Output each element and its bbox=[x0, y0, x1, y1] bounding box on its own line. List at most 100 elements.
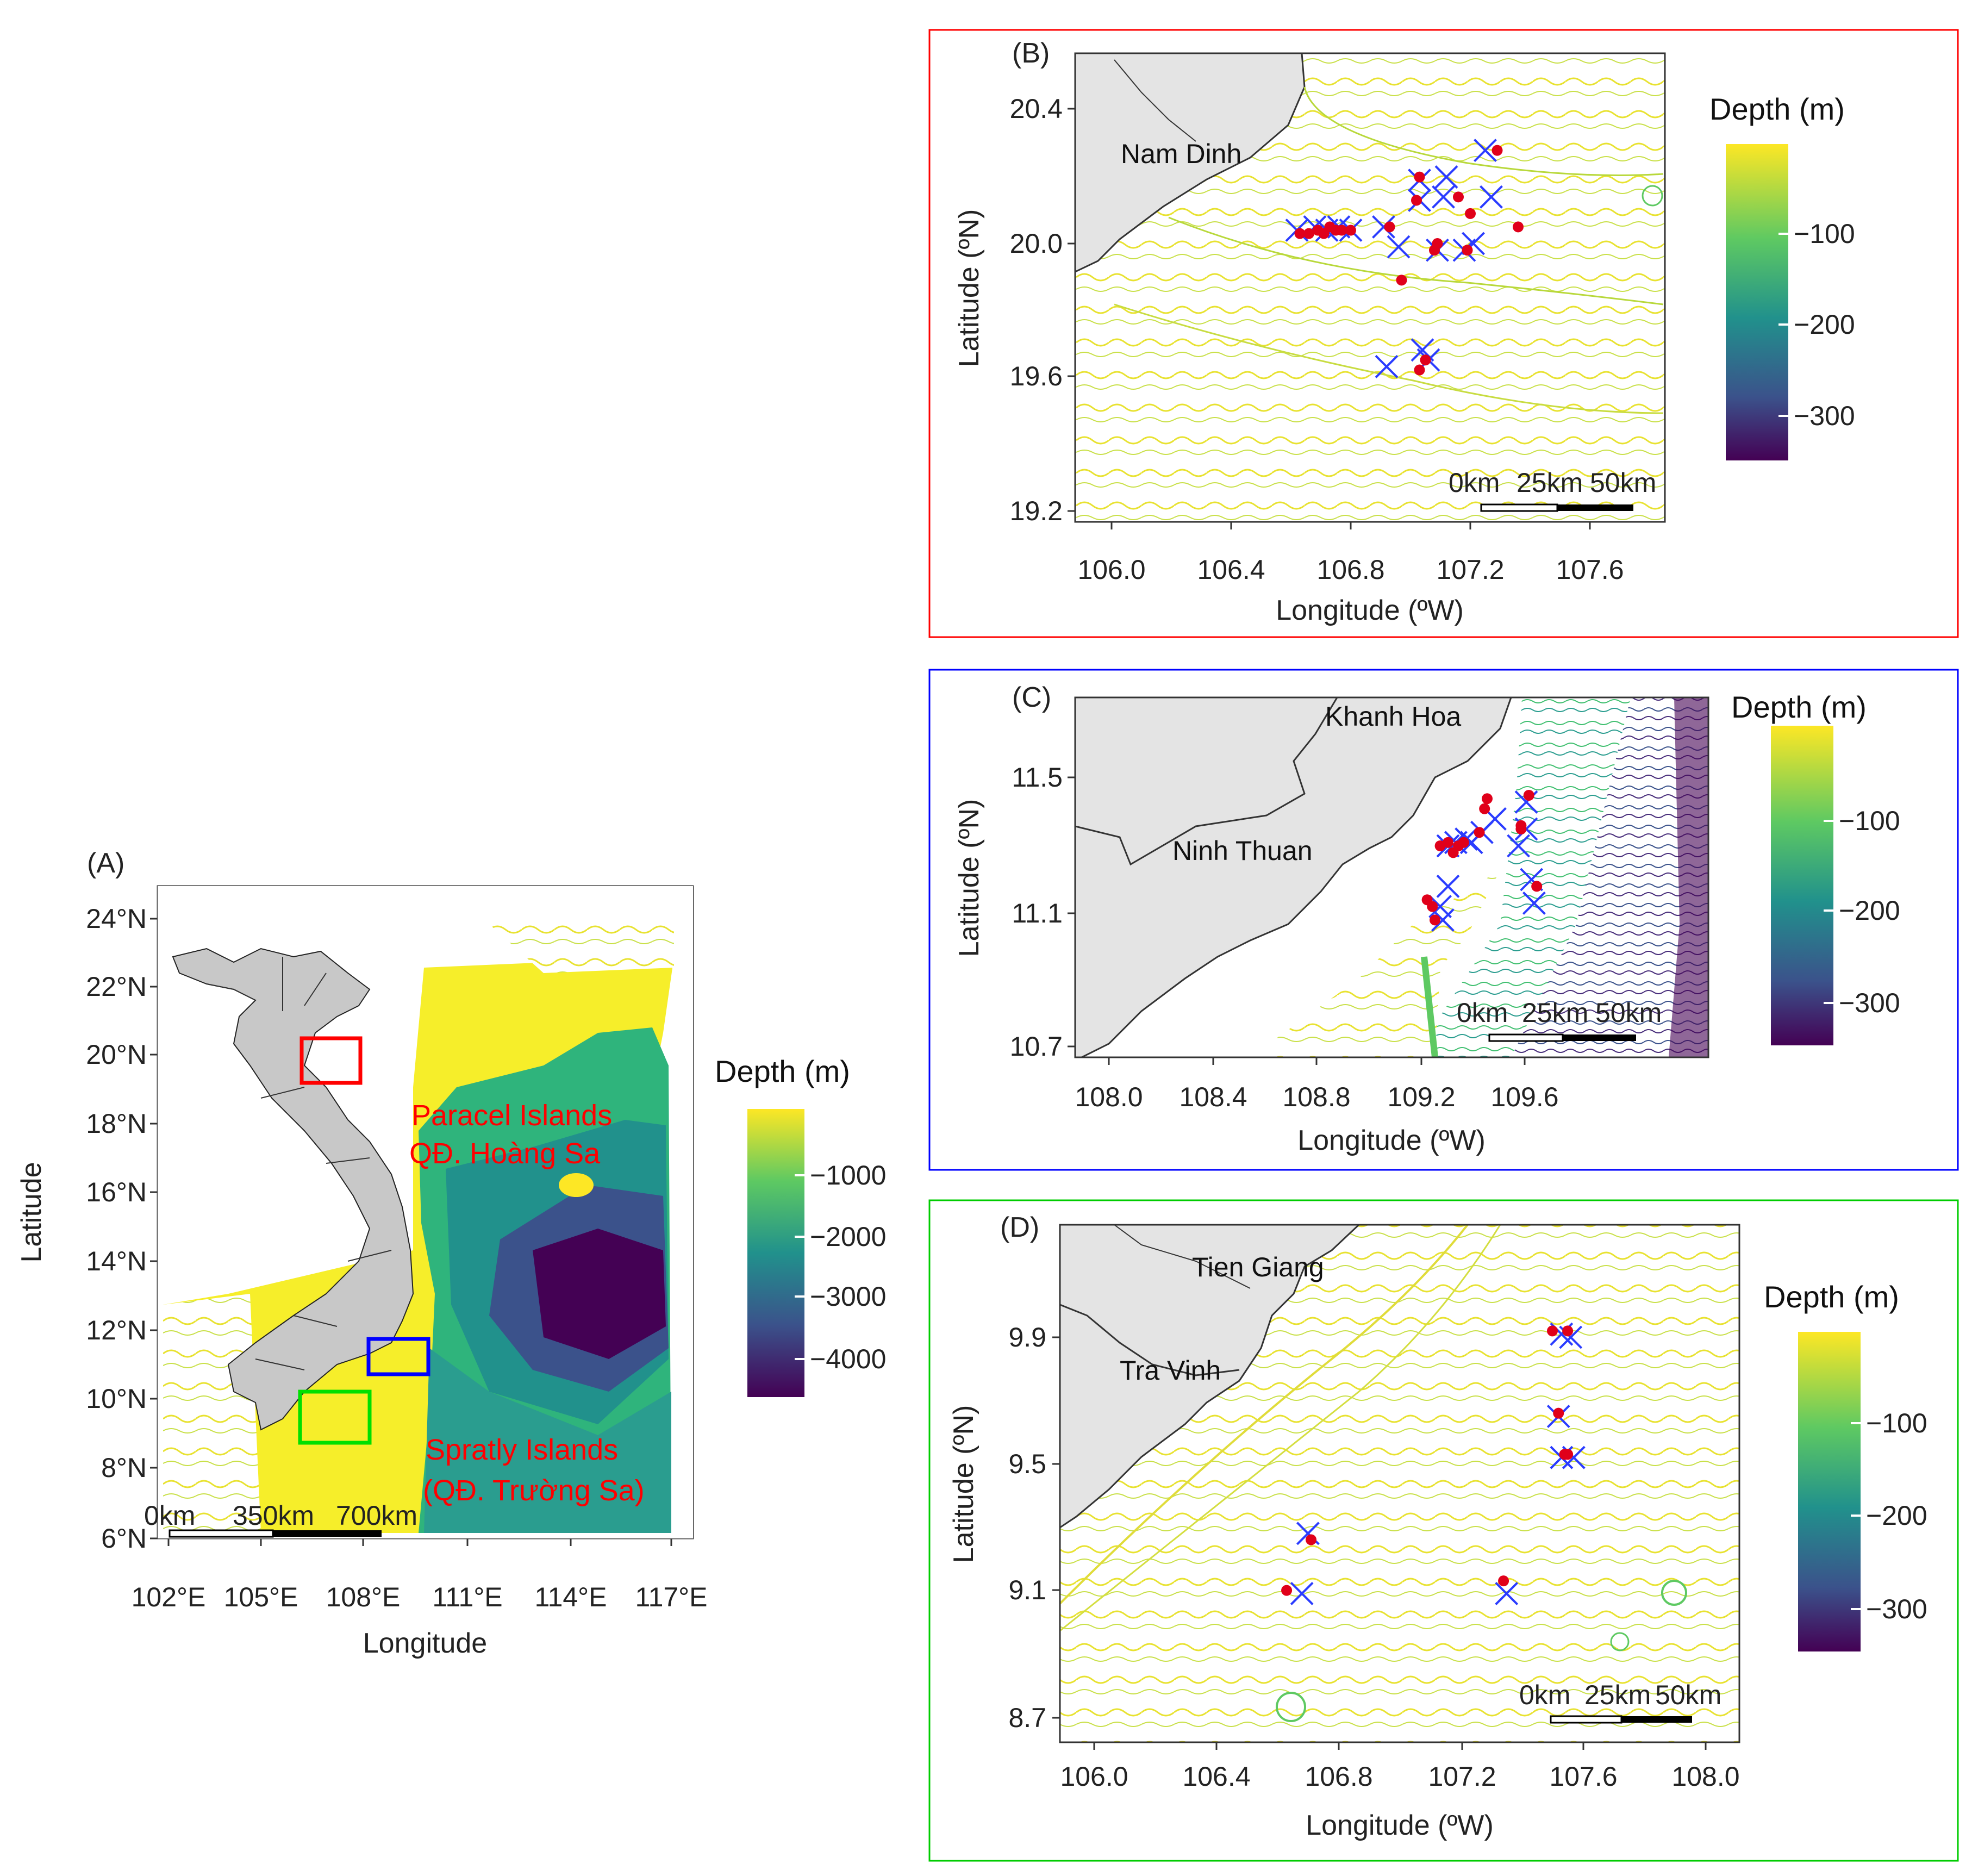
observed-point bbox=[1474, 827, 1485, 838]
study-box-b bbox=[299, 1036, 363, 1085]
panel-b-ylabel: Latitude (ºN) bbox=[953, 209, 985, 367]
observed-point bbox=[1303, 228, 1314, 239]
legend-tick-label: −100 bbox=[1839, 806, 1900, 836]
legend-tick-label: −4000 bbox=[810, 1344, 886, 1374]
observed-point bbox=[1492, 145, 1503, 156]
svg-text:25km: 25km bbox=[1522, 998, 1588, 1028]
panel-b-map bbox=[1075, 53, 1665, 522]
x-tick-label: 107.6 bbox=[1556, 554, 1624, 585]
panel-c-legend: Depth (m) −100 −200 −300 bbox=[1731, 690, 1900, 1045]
observed-point bbox=[1547, 1325, 1558, 1337]
observed-point bbox=[1462, 245, 1473, 256]
observed-point bbox=[1498, 1575, 1509, 1587]
x-tick-label: 106.4 bbox=[1182, 1761, 1250, 1792]
panel-c-legend-title: Depth (m) bbox=[1731, 690, 1867, 724]
panel-c-frame bbox=[928, 669, 1959, 1171]
svg-text:25km: 25km bbox=[1584, 1680, 1651, 1710]
y-tick-label: 16°N bbox=[86, 1177, 147, 1207]
place-tra-vinh: Tra Vinh bbox=[1120, 1355, 1221, 1386]
x-tick-label: 105°E bbox=[224, 1582, 298, 1612]
x-tick-label: 102°E bbox=[132, 1582, 206, 1612]
panel-c-map bbox=[1075, 697, 1708, 1057]
svg-text:50km: 50km bbox=[1590, 468, 1656, 498]
x-tick-label: 106.0 bbox=[1077, 554, 1145, 585]
predicted-point bbox=[1522, 891, 1546, 915]
legend-tick-label: −300 bbox=[1794, 401, 1855, 431]
panel-b: (B) Nam Dinh 0km 25km 50km Longitude (ºW… bbox=[953, 38, 1855, 626]
observed-point bbox=[1294, 228, 1306, 239]
x-tick-label: 108.0 bbox=[1671, 1761, 1739, 1792]
x-tick-label: 106.8 bbox=[1316, 554, 1384, 585]
x-tick-label: 117°E bbox=[635, 1582, 707, 1612]
svg-text:350km: 350km bbox=[233, 1500, 314, 1531]
panel-b-y-ticks: 20.4 20.0 19.6 19.2 bbox=[1010, 94, 1075, 526]
svg-text:50km: 50km bbox=[1655, 1680, 1721, 1710]
panel-a: (A) Paracel Islands QĐ. Hoàng Sa Sp bbox=[16, 847, 886, 1659]
observed-point bbox=[1411, 195, 1422, 206]
x-tick-label: 107.6 bbox=[1549, 1761, 1617, 1792]
x-tick-label: 108°E bbox=[326, 1582, 401, 1612]
y-tick-label: 10.7 bbox=[1010, 1031, 1063, 1062]
y-tick-label: 20°N bbox=[86, 1039, 147, 1070]
y-tick-label: 11.5 bbox=[1012, 762, 1063, 793]
y-tick-label: 9.1 bbox=[1008, 1575, 1046, 1605]
y-tick-label: 10°N bbox=[86, 1383, 147, 1414]
observed-point bbox=[1414, 364, 1425, 376]
predicted-point bbox=[1431, 908, 1455, 932]
y-tick-label: 19.2 bbox=[1010, 496, 1063, 526]
y-tick-label: 9.9 bbox=[1008, 1322, 1046, 1353]
panel-d-scalebar: 0km 25km 50km bbox=[1519, 1680, 1721, 1724]
x-tick-label: 114°E bbox=[534, 1582, 607, 1612]
observed-point bbox=[1562, 1325, 1574, 1337]
panel-c-y-ticks: 11.5 11.1 10.7 bbox=[1010, 762, 1075, 1062]
y-tick-label: 12°N bbox=[86, 1315, 147, 1345]
x-tick-label: 108.8 bbox=[1282, 1082, 1350, 1112]
predicted-point bbox=[1436, 874, 1460, 898]
panel-d: (D) Tien Giang Tra Vinh 0km 25km 50km Lo… bbox=[948, 1212, 1927, 1841]
svg-text:0km: 0km bbox=[144, 1500, 195, 1531]
y-tick-label: 20.4 bbox=[1010, 94, 1063, 124]
x-tick-label: 108.4 bbox=[1179, 1082, 1247, 1112]
place-tien-giang: Tien Giang bbox=[1192, 1252, 1324, 1282]
predicted-point bbox=[1372, 215, 1395, 239]
observed-point bbox=[1515, 820, 1527, 831]
legend-tick-label: −200 bbox=[1866, 1500, 1927, 1531]
svg-text:700km: 700km bbox=[336, 1500, 417, 1531]
panel-c-label: (C) bbox=[1012, 682, 1051, 713]
panel-d-y-ticks: 9.9 9.5 9.1 8.7 bbox=[1008, 1322, 1060, 1733]
observed-point bbox=[1336, 225, 1347, 236]
observed-point bbox=[1453, 191, 1464, 203]
legend-tick-label: −1000 bbox=[810, 1160, 886, 1191]
panel-a-y-ticks: 24°N 22°N 20°N 18°N 16°N 14°N 12°N 10°N 8°N 6°N bbox=[86, 903, 158, 1554]
x-tick-label: 107.2 bbox=[1436, 554, 1504, 585]
legend-tick-label: −100 bbox=[1866, 1408, 1927, 1438]
panel-a-legend: Depth (m) −1000 −2000 −3000 −4000 bbox=[715, 1054, 886, 1397]
panel-d-map bbox=[1060, 1225, 1739, 1742]
observed-point bbox=[1345, 225, 1356, 236]
observed-point bbox=[1513, 221, 1524, 233]
x-tick-label: 106.0 bbox=[1060, 1761, 1128, 1792]
panel-d-legend-title: Depth (m) bbox=[1764, 1280, 1899, 1314]
panel-c-x-ticks: 108.0 108.4 108.8 109.2 109.6 bbox=[1075, 1057, 1559, 1112]
panel-b-xlabel: Longitude (ºW) bbox=[1276, 595, 1464, 626]
y-tick-label: 8°N bbox=[101, 1453, 147, 1483]
observed-point bbox=[1531, 881, 1543, 892]
panel-d-frame bbox=[928, 1199, 1959, 1862]
svg-text:25km: 25km bbox=[1517, 468, 1583, 498]
study-box-c bbox=[366, 1337, 430, 1376]
y-tick-label: 19.6 bbox=[1010, 361, 1063, 391]
x-tick-label: 107.2 bbox=[1428, 1761, 1496, 1792]
observed-point bbox=[1562, 1449, 1574, 1460]
legend-tick-label: −300 bbox=[1866, 1594, 1927, 1624]
panel-d-x-ticks: 106.0 106.4 106.8 107.2 107.6 108.0 bbox=[1060, 1742, 1740, 1792]
panel-c: (C) Khanh Hoa Ninh Thuan 0km 25km 50km L… bbox=[953, 682, 1900, 1156]
predicted-point bbox=[1474, 139, 1497, 163]
annotation-hoang-sa: QĐ. Hoàng Sa bbox=[409, 1137, 601, 1170]
x-tick-label: 109.6 bbox=[1490, 1082, 1558, 1112]
svg-text:0km: 0km bbox=[1519, 1680, 1570, 1710]
x-tick-label: 108.0 bbox=[1075, 1082, 1143, 1112]
y-tick-label: 18°N bbox=[86, 1108, 147, 1139]
panel-d-legend: Depth (m) −100 −200 −300 bbox=[1764, 1280, 1927, 1651]
y-tick-label: 11.1 bbox=[1012, 898, 1063, 928]
annotation-paracel: Paracel Islands bbox=[411, 1099, 612, 1132]
